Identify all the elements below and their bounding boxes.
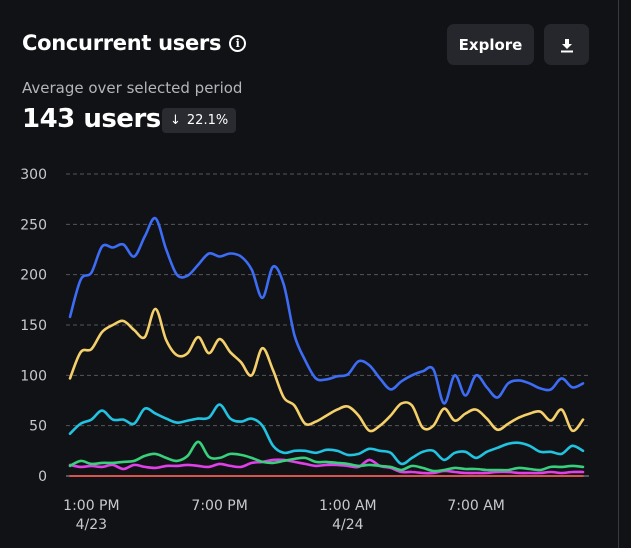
series-line-green bbox=[68, 440, 585, 473]
x-tick-label: 7:00 AM bbox=[447, 498, 505, 514]
download-icon bbox=[560, 38, 573, 52]
download-button[interactable] bbox=[544, 24, 589, 65]
series-line-yellow bbox=[68, 307, 585, 433]
summary-value: 143 users bbox=[22, 104, 161, 134]
y-tick-label: 50 bbox=[29, 419, 47, 435]
info-icon[interactable]: i bbox=[229, 34, 247, 52]
x-tick-date-label: 4/23 bbox=[76, 517, 107, 533]
y-tick-label: 300 bbox=[20, 167, 47, 183]
y-tick-label: 150 bbox=[20, 318, 47, 334]
header: Concurrent users i bbox=[22, 31, 247, 55]
x-tick-label: 1:00 AM bbox=[319, 498, 377, 514]
x-tick-label: 1:00 PM bbox=[63, 498, 119, 514]
y-tick-label: 100 bbox=[20, 368, 47, 384]
series-line-magenta bbox=[68, 458, 585, 475]
arrow-down-icon: ↓ bbox=[170, 113, 181, 128]
y-tick-label: 200 bbox=[20, 268, 47, 284]
y-tick-label: 250 bbox=[20, 217, 47, 233]
y-tick-label: 0 bbox=[38, 469, 47, 485]
summary-subtitle: Average over selected period bbox=[22, 79, 243, 97]
panel-border bbox=[618, 0, 619, 548]
chart-title: Concurrent users bbox=[22, 31, 222, 55]
series-line-blue bbox=[68, 216, 585, 405]
series-line-cyan bbox=[68, 403, 585, 466]
change-value: 22.1% bbox=[186, 113, 229, 128]
change-badge: ↓ 22.1% bbox=[162, 108, 237, 133]
explore-button[interactable]: Explore bbox=[447, 24, 534, 65]
x-tick-date-label: 4/24 bbox=[332, 517, 364, 533]
x-tick-label: 7:00 PM bbox=[191, 498, 247, 514]
